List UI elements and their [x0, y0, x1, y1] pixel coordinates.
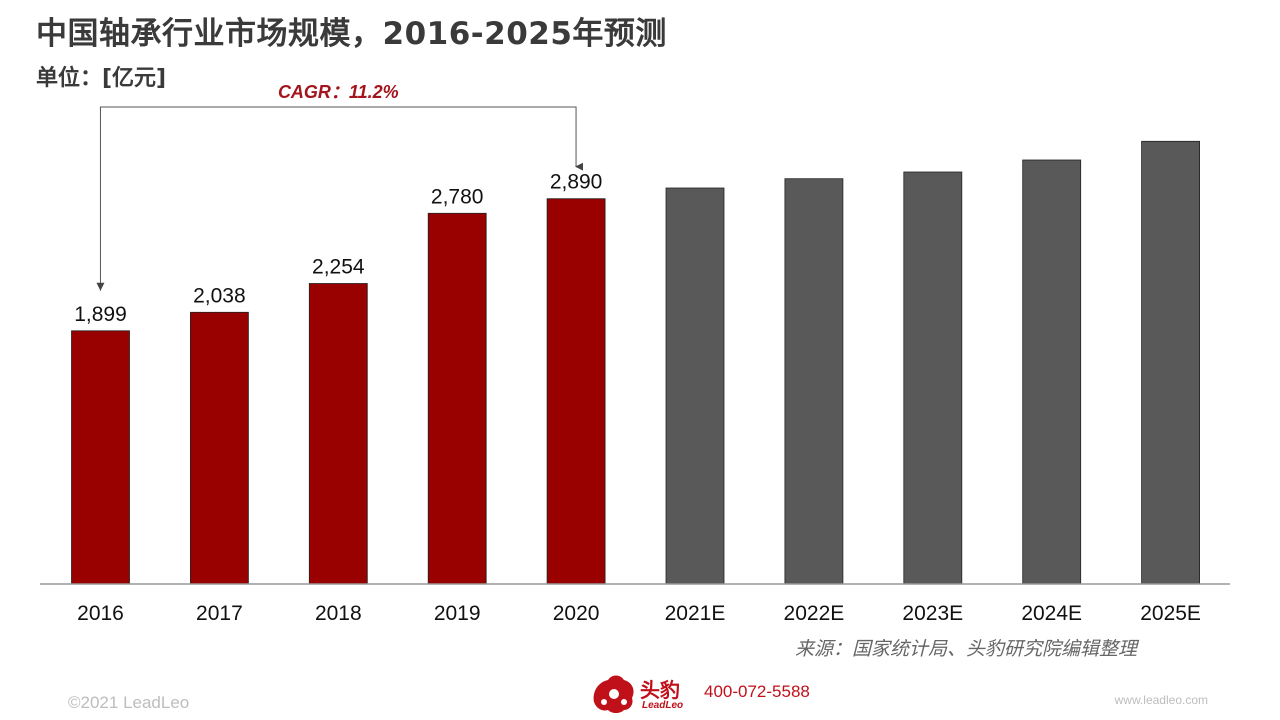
x-tick-2017: 2017 [196, 602, 243, 625]
brand-phone: 400-072-5588 [704, 682, 810, 701]
data-label-2016: 1,899 [74, 303, 127, 326]
brand-subtitle: LeadLeo [642, 700, 684, 711]
bar-2020 [546, 198, 606, 585]
x-tick-2021E: 2021E [665, 602, 726, 625]
bar-2017 [189, 311, 249, 585]
x-tick-2025E: 2025E [1140, 602, 1201, 625]
data-label-2017: 2,038 [193, 284, 246, 307]
brand-block: 头豹 LeadLeo 400-072-5588 [590, 672, 830, 716]
x-tick-2024E: 2024E [1021, 602, 1082, 625]
x-tick-2022E: 2022E [784, 602, 845, 625]
cagr-bracket [99, 106, 584, 291]
bar-2019 [427, 212, 487, 585]
data-label-2018: 2,254 [312, 256, 365, 279]
bar-2018 [308, 283, 368, 585]
bar-2023E [903, 171, 963, 585]
copyright: ©2021 LeadLeo [68, 693, 190, 712]
x-tick-2023E: 2023E [902, 602, 963, 625]
cagr-label: CAGR：11.2% [278, 82, 399, 102]
bar-2021E [665, 187, 725, 585]
cagr-annotation: CAGR：11.2% [96, 82, 584, 291]
leopard-head-icon [593, 675, 634, 713]
bar-2025E [1141, 140, 1200, 585]
bar-2024E [1022, 159, 1082, 585]
page-title: 中国轴承行业市场规模，2016-2025年预测 [36, 16, 667, 52]
brand-name: 头豹 [640, 678, 680, 702]
x-tick-2020: 2020 [553, 602, 600, 625]
unit-label: 单位：[亿元] [36, 66, 167, 91]
x-tick-2019: 2019 [434, 602, 481, 625]
x-tick-2016: 2016 [77, 602, 124, 625]
data-label-2020: 2,890 [550, 171, 603, 194]
bar-2016 [71, 330, 130, 585]
website-link[interactable]: www.leadleo.com [1114, 693, 1208, 707]
source-note: 来源：国家统计局、头豹研究院编辑整理 [795, 638, 1138, 660]
data-label-2019: 2,780 [431, 185, 484, 208]
x-tick-2018: 2018 [315, 602, 362, 625]
cagr-arrow-start [96, 282, 105, 291]
bar-2022E [784, 178, 844, 585]
